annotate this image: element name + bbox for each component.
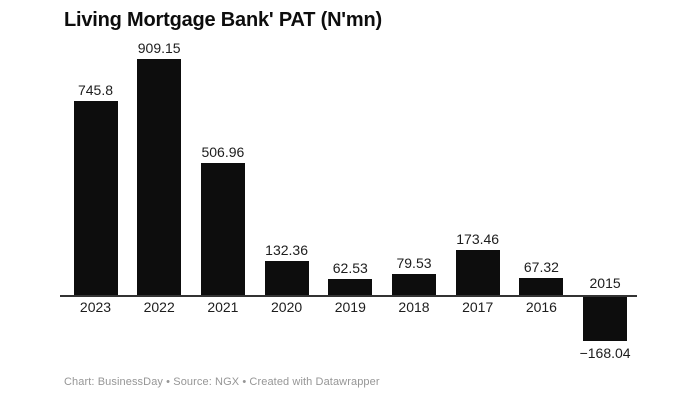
x-tick-label: 2016 [525, 299, 557, 315]
bar [519, 278, 564, 295]
value-label: 62.53 [332, 260, 368, 276]
bar [455, 250, 500, 295]
bar [200, 163, 245, 295]
x-tick-label: 2023 [79, 299, 112, 315]
value-label: 173.46 [456, 231, 500, 247]
value-label: 79.53 [396, 255, 432, 271]
bar [392, 274, 436, 295]
bar [264, 261, 309, 295]
value-label: −168.04 [579, 344, 631, 361]
bar [328, 279, 373, 295]
value-label: 506.96 [201, 144, 245, 160]
x-tick-label: 2017 [462, 299, 494, 315]
bar [73, 101, 118, 295]
value-label: 745.8 [77, 82, 114, 98]
value-label: 132.36 [265, 242, 309, 258]
x-axis-line [60, 295, 637, 297]
bar [583, 296, 628, 341]
x-tick-label: 2018 [398, 299, 430, 315]
chart-footer: Chart: BusinessDay • Source: NGX • Creat… [64, 376, 380, 388]
x-tick-label: 2022 [143, 299, 175, 315]
bar [137, 59, 182, 295]
x-tick-label: 2020 [271, 299, 303, 315]
x-tick-label: 2015 [589, 275, 621, 291]
value-label: 909.15 [137, 40, 181, 56]
x-tick-label: 2019 [334, 299, 366, 315]
value-label: 67.32 [523, 259, 559, 275]
x-tick-label: 2021 [207, 299, 239, 315]
chart-title: Living Mortgage Bank' PAT (N'mn) [64, 9, 382, 31]
